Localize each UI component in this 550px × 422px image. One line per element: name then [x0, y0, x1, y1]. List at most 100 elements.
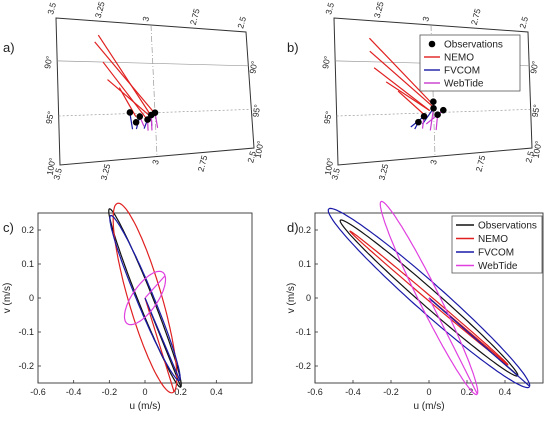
- x-axis-label: u (m/s): [129, 401, 160, 412]
- x-axis-label: u (m/s): [413, 401, 444, 412]
- x-tick-label: 0.2: [174, 387, 187, 397]
- panel-label: b): [287, 40, 299, 55]
- observation-point: [430, 104, 437, 112]
- x-tick-label: 0.4: [499, 387, 512, 397]
- map-frame: [55, 17, 255, 166]
- tick-label-bottom: 3: [428, 158, 439, 165]
- vector-fvcom: [428, 297, 531, 387]
- x-tick-label: 0: [142, 387, 147, 397]
- ellipse-webtide: [379, 200, 479, 396]
- series-line-nemo: [397, 90, 427, 117]
- observation-point: [144, 116, 151, 123]
- tick-label-bottom: 2.5: [245, 150, 258, 164]
- panel-label: c): [3, 220, 14, 235]
- observation-point: [151, 109, 159, 116]
- tick-label-top: 3.25: [372, 0, 386, 19]
- ellipse-fvcom: [327, 207, 531, 389]
- tick-label-bottom: 3.25: [376, 162, 390, 181]
- tick-label-top: 3: [140, 15, 151, 22]
- ellipse-observations: [339, 219, 519, 377]
- y-axis-label: v (m/s): [2, 283, 13, 314]
- series-line-webtide: [425, 109, 444, 125]
- legend-label: Observations: [444, 40, 503, 51]
- series-line-nemo: [102, 61, 147, 118]
- tick-label-top: 2.75: [188, 7, 202, 26]
- x-tick-label: -0.2: [102, 387, 118, 397]
- tick-label-left: 95°: [322, 110, 334, 124]
- y-tick-label: 0: [306, 293, 311, 303]
- series-line-nemo: [368, 37, 434, 106]
- y-tick-label: 0.1: [21, 259, 34, 269]
- tick-label-right: 100°: [253, 140, 266, 159]
- tick-label-right: 90°: [247, 60, 259, 74]
- tick-label-top: 3: [420, 15, 431, 22]
- tick-label-top: 3.5: [323, 1, 336, 15]
- tick-label-bottom: 3.25: [98, 162, 112, 181]
- vector-webtide: [144, 275, 166, 299]
- series-line-nemo: [369, 50, 434, 108]
- tick-label-bottom: 3.5: [51, 167, 64, 181]
- legend-label: FVCOM: [478, 248, 514, 259]
- tick-label-bottom: 3: [150, 158, 161, 165]
- legend-label: WebTide: [444, 79, 484, 90]
- vector-nemo: [144, 297, 175, 392]
- series-line-nemo: [107, 79, 152, 118]
- tick-label-top: 2.5: [517, 15, 530, 29]
- tick-label-top: 3.25: [93, 0, 107, 19]
- tick-label-bottom: 3.5: [329, 167, 342, 181]
- tick-label-bottom: 2.5: [523, 150, 536, 164]
- y-tick-label: 0.2: [298, 225, 311, 235]
- ellipse-panel-c: c) -0.6 -0.4 -0.2 0 0.2 0.4 0.2 0.1 0 -0.1 -0.2 u (m…: [2, 202, 253, 412]
- series-line-nemo: [97, 34, 150, 114]
- map-panel-b: b) 3.5 3.25 3 2.75 2.5 3.5 3.25 3 2.75 2.5 90° 95° 10…: [287, 0, 543, 181]
- observation-point: [430, 98, 437, 106]
- ellipse-panel-d: d) -0.6 -0.4 -0.2 0 0.2 0.4 0.2 0.1 0 -0.1 -0.2 u (m…: [286, 200, 544, 412]
- x-tick-label: -0.6: [307, 387, 323, 397]
- observation-point: [440, 106, 447, 114]
- observation-point: [420, 113, 428, 120]
- observation-point: [415, 118, 422, 126]
- x-tick-label: 0: [426, 387, 431, 397]
- y-tick-label: -0.1: [295, 327, 311, 337]
- tick-label-bottom: 2.75: [473, 154, 487, 173]
- ellipse-nemo: [112, 202, 178, 394]
- x-tick-label: 0.2: [461, 387, 474, 397]
- y-tick-label: -0.2: [18, 361, 34, 371]
- legend-box: [419, 34, 521, 92]
- y-tick-label: 0.1: [298, 259, 311, 269]
- observation-point: [136, 113, 144, 120]
- y-tick-label: 0: [29, 293, 34, 303]
- observation-point: [434, 111, 441, 119]
- x-tick-label: 0.4: [210, 387, 223, 397]
- y-axis-label: v (m/s): [286, 283, 297, 314]
- y-tick-label: -0.1: [18, 327, 34, 337]
- tick-label-right: 95°: [250, 104, 262, 118]
- y-tick-label: -0.2: [295, 361, 311, 371]
- observation-point: [126, 109, 134, 116]
- series-line-nemo: [94, 41, 156, 115]
- tick-label-top: 2.5: [235, 15, 248, 29]
- tick-label-right: 90°: [528, 60, 540, 74]
- tick-label-left: 100°: [45, 157, 58, 176]
- x-tick-label: -0.6: [30, 387, 46, 397]
- tick-label-right: 100°: [531, 140, 544, 159]
- tick-label-top: 2.75: [469, 7, 483, 26]
- legend-label: FVCOM: [444, 66, 480, 77]
- series-line-nemo: [373, 67, 431, 112]
- gridline-3: [150, 24, 158, 157]
- ellipse-nemo: [349, 230, 509, 366]
- map-panel-a: a) 3.5 3.25 3 2.75 2.5 3.5 3.25 3 2.75 2.5 90° 95° 10…: [3, 0, 265, 181]
- tick-label-top: 3.5: [45, 1, 58, 15]
- tick-label-right: 95°: [530, 104, 542, 118]
- legend-label: WebTide: [478, 261, 518, 272]
- gridline-95: [336, 108, 531, 117]
- legend-label: NEMO: [444, 53, 474, 64]
- y-tick-label: 0.2: [21, 225, 34, 235]
- tick-label-left: 90°: [320, 55, 332, 69]
- series-line-nemo: [385, 81, 431, 112]
- tick-label-left: 95°: [44, 110, 56, 124]
- panel-label: a): [3, 40, 15, 55]
- x-tick-label: -0.4: [345, 387, 361, 397]
- legend-label: Observations: [478, 221, 537, 232]
